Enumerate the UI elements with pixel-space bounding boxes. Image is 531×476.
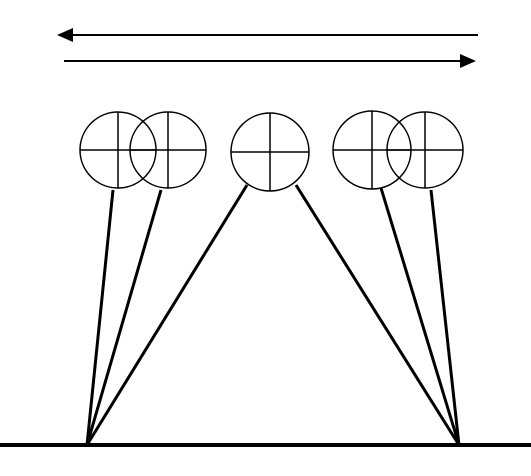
connector-line-left-3 [85, 184, 249, 446]
left-arrow-head-icon [57, 28, 73, 42]
target-3 [230, 112, 310, 192]
connector-line-left-2 [85, 189, 163, 446]
right-arrow [64, 54, 476, 68]
connector-line-right-2 [379, 187, 461, 446]
left-arrow [57, 28, 478, 42]
right-arrow-head-icon [460, 54, 476, 68]
target-2 [129, 111, 207, 189]
ground-line [0, 443, 531, 447]
connector-line-right-1 [294, 184, 461, 446]
connector-lines [85, 184, 461, 446]
connector-line-left-1 [85, 189, 115, 446]
connector-line-right-3 [429, 189, 461, 446]
target-5 [386, 111, 464, 189]
